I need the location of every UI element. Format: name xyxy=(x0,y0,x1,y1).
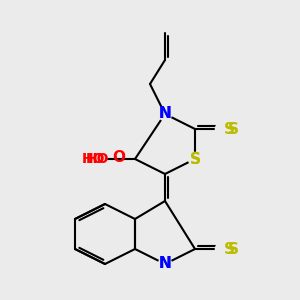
Circle shape xyxy=(188,152,202,166)
Circle shape xyxy=(215,122,229,136)
Text: S: S xyxy=(190,152,200,166)
Text: N: N xyxy=(159,106,171,122)
Text: N: N xyxy=(159,256,171,272)
Text: HO: HO xyxy=(82,152,105,166)
Circle shape xyxy=(215,242,229,256)
Text: S: S xyxy=(224,242,235,256)
Text: S: S xyxy=(228,242,239,256)
Text: HO: HO xyxy=(86,152,110,166)
Text: S: S xyxy=(224,122,235,136)
Text: S: S xyxy=(190,152,200,166)
Circle shape xyxy=(158,257,172,271)
Text: O: O xyxy=(112,150,125,165)
Text: N: N xyxy=(159,106,171,122)
Text: S: S xyxy=(228,122,239,136)
Circle shape xyxy=(158,107,172,121)
Text: N: N xyxy=(159,256,171,272)
